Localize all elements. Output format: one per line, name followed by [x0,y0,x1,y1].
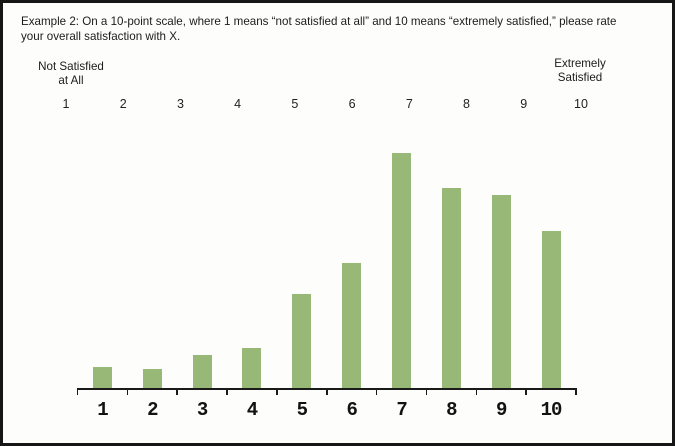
axis-tick-6 [375,390,378,395]
axis-tick-4 [276,390,278,395]
x-axis-label-5: 5 [296,399,308,421]
scale-anchor-right-line1: Extremely [554,57,606,70]
bar-rating-3 [192,355,212,388]
scale-point-2: 2 [119,97,127,111]
x-axis-label-3: 3 [196,399,208,421]
scale-point-8: 8 [463,97,471,111]
x-axis-label-7: 7 [396,399,407,421]
bar-rating-1 [92,366,112,388]
scale-point-3: 3 [176,97,184,111]
scale-point-10: 10 [574,97,588,111]
scale-anchor-left: Not Satisfied at All [21,60,121,87]
bar-rating-5 [292,294,312,388]
axis-tick-7 [425,390,428,395]
bar-rating-7 [392,153,412,388]
bar-rating-9 [491,195,511,388]
x-axis-label-4: 4 [246,399,258,421]
bar-rating-8 [441,188,461,388]
x-axis-label-6: 6 [346,399,357,421]
x-axis-label-9: 9 [496,399,507,421]
scale-point-1: 1 [62,97,70,111]
scale-point-9: 9 [520,97,528,111]
axis-tick-1 [126,390,129,395]
bar-rating-2 [142,369,162,388]
axis-tick-0 [76,390,79,395]
x-axis-label-10: 10 [540,399,563,421]
axis-tick-5 [325,390,328,395]
axis-tick-8 [475,390,478,395]
scale-point-5: 5 [291,97,299,111]
scale-anchor-right-line2: Satisfied [557,70,603,84]
scale-anchor-left-line1: Not Satisfied [38,60,104,73]
question-text-line1: Example 2: On a 10-point scale, where 1 … [21,15,617,28]
axis-tick-2 [176,390,178,395]
axis-tick-10 [575,390,577,395]
axis-tick-3 [226,390,228,395]
x-axis-label-8: 8 [446,399,457,421]
x-axis-label-1: 1 [97,399,108,421]
bar-rating-6 [342,263,362,388]
bar-rating-4 [242,348,262,388]
scale-anchor-left-line2: at All [58,73,84,87]
scale-point-6: 6 [348,97,356,111]
scale-anchor-right: Extremely Satisfied [530,57,630,84]
scale-point-7: 7 [405,97,413,111]
x-axis-label-2: 2 [147,399,158,421]
x-axis-line [77,388,577,390]
bar-rating-10 [541,230,561,388]
question-text: Example 2: On a 10-point scale, where 1 … [21,15,616,44]
scale-point-4: 4 [234,97,242,111]
question-text-line2: your overall satisfaction with X. [21,29,181,43]
axis-tick-9 [525,390,527,395]
